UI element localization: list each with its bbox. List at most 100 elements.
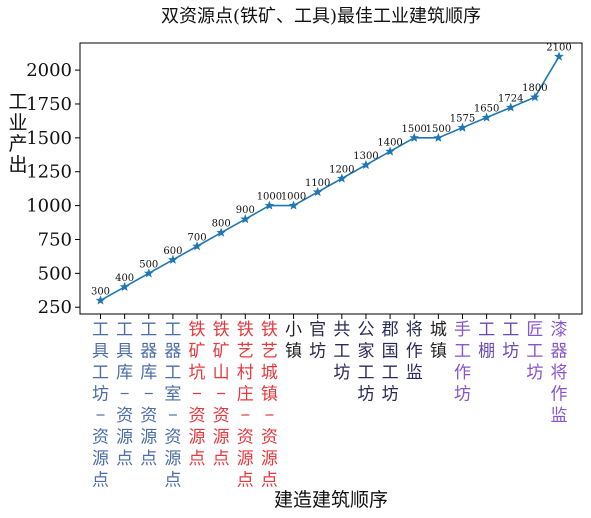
y-tick-label: 1250 <box>26 162 72 183</box>
series-markers <box>95 51 564 305</box>
svg-text:将: 将 <box>406 320 423 340</box>
x-tick-label: 小镇 <box>285 320 302 362</box>
svg-text:漆: 漆 <box>551 320 568 340</box>
svg-text:室: 室 <box>164 385 181 405</box>
svg-text:坊: 坊 <box>526 363 543 383</box>
svg-text:器: 器 <box>551 342 568 362</box>
svg-text:资: 资 <box>164 428 181 448</box>
y-axis-label-char: 业 <box>8 112 27 134</box>
data-point <box>288 200 299 210</box>
svg-text:点: 点 <box>261 471 278 491</box>
svg-text:源: 源 <box>92 449 109 469</box>
svg-text:工: 工 <box>357 363 374 383</box>
svg-text:工: 工 <box>526 342 543 362</box>
svg-text:公: 公 <box>357 320 374 340</box>
data-point <box>95 295 106 305</box>
data-label: 1800 <box>522 83 547 94</box>
data-point <box>361 159 371 170</box>
svg-text:监: 监 <box>551 406 568 426</box>
svg-text:艺: 艺 <box>237 342 254 362</box>
svg-text:城: 城 <box>430 320 447 340</box>
svg-text:具: 具 <box>116 342 133 362</box>
data-label: 1724 <box>498 93 523 104</box>
y-tick-label: 1750 <box>26 94 72 115</box>
data-label: 900 <box>236 205 255 216</box>
svg-text:镇: 镇 <box>285 342 302 362</box>
svg-text:小: 小 <box>285 320 302 340</box>
data-point <box>168 254 178 264</box>
y-tick-label: 1000 <box>26 196 72 217</box>
svg-text:郡: 郡 <box>382 320 399 340</box>
svg-text:点: 点 <box>164 471 181 491</box>
y-axis: 250 500 750 1000 1250 1500 1750 2000 <box>26 60 80 318</box>
x-tick-label: 共工坊 <box>333 320 350 383</box>
svg-text:源: 源 <box>164 449 181 469</box>
svg-text:点: 点 <box>116 449 133 469</box>
data-point <box>433 132 444 142</box>
x-tick-label: 将作监 <box>406 320 423 383</box>
svg-text:工: 工 <box>116 320 133 340</box>
svg-text:坊: 坊 <box>309 342 326 362</box>
svg-text:工: 工 <box>454 342 471 362</box>
data-point <box>312 187 323 197</box>
chart-title: 双资源点(铁矿、工具)最佳工业建筑顺序 <box>161 6 481 27</box>
data-point <box>264 200 275 210</box>
svg-text:工: 工 <box>92 363 109 383</box>
x-tick-label: 官坊 <box>309 320 326 362</box>
svg-text:资: 资 <box>213 406 230 426</box>
svg-text:资: 资 <box>189 406 206 426</box>
svg-text:源: 源 <box>237 449 254 469</box>
data-point <box>457 122 468 132</box>
svg-text:工: 工 <box>164 363 181 383</box>
svg-text:坊: 坊 <box>357 385 374 405</box>
x-tick-label: 城镇 <box>430 320 447 362</box>
svg-text:器: 器 <box>164 342 181 362</box>
y-tick-label: 1500 <box>26 128 72 149</box>
data-label: 500 <box>139 259 158 270</box>
svg-text:官: 官 <box>309 320 326 340</box>
svg-text:点: 点 <box>92 471 109 491</box>
svg-text:城: 城 <box>261 363 278 383</box>
data-label: 600 <box>163 246 182 257</box>
data-point <box>530 92 540 102</box>
x-tick-label: 工坊 <box>502 320 519 362</box>
svg-text:监: 监 <box>406 363 423 383</box>
svg-text:棚: 棚 <box>478 342 495 362</box>
data-label: 700 <box>187 232 206 243</box>
y-tick-label: 750 <box>38 229 72 250</box>
svg-text:具: 具 <box>92 342 109 362</box>
y-axis-label-char: 产 <box>8 133 27 155</box>
data-label: 1500 <box>401 124 426 135</box>
svg-text:铁: 铁 <box>261 320 278 340</box>
data-label: 1575 <box>450 114 475 125</box>
y-tick-label: 500 <box>38 263 72 284</box>
svg-text:坊: 坊 <box>454 385 471 405</box>
data-label: 2100 <box>546 43 571 54</box>
data-label: 1200 <box>329 165 354 176</box>
plot-frame <box>79 42 583 315</box>
y-axis-label-char: 出 <box>8 154 27 176</box>
svg-text:器: 器 <box>140 342 157 362</box>
data-point <box>409 132 419 142</box>
svg-text:资: 资 <box>261 428 278 448</box>
svg-text:库: 库 <box>116 363 133 383</box>
svg-text:镇: 镇 <box>430 342 447 362</box>
svg-text:工: 工 <box>333 342 350 362</box>
svg-text:源: 源 <box>140 428 157 448</box>
svg-text:源: 源 <box>116 428 133 448</box>
svg-text:点: 点 <box>213 449 230 469</box>
svg-text:工: 工 <box>140 320 157 340</box>
data-point <box>385 146 395 156</box>
series-line <box>100 56 560 302</box>
data-point <box>216 227 226 237</box>
data-point <box>505 102 516 112</box>
svg-text:工: 工 <box>382 363 399 383</box>
